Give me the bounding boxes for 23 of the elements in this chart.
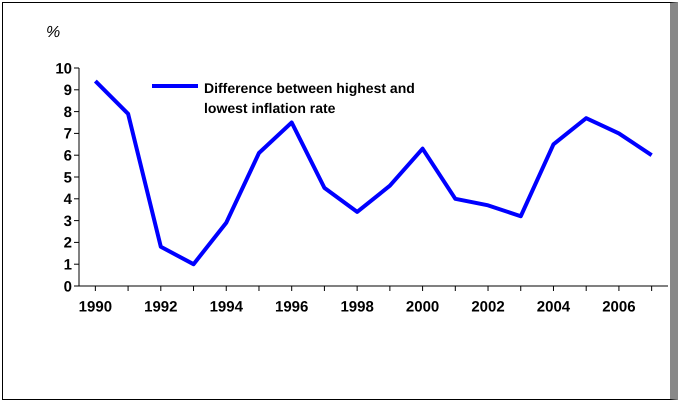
y-tick-label: 4 (64, 191, 73, 208)
y-tick-label: 0 (64, 278, 72, 296)
y-tick-label: 5 (64, 169, 72, 186)
x-tick-label: 2004 (536, 298, 571, 316)
x-tick-label: 2002 (471, 298, 505, 316)
x-tick-label: 1994 (210, 298, 244, 316)
y-tick-label: 9 (64, 82, 72, 100)
x-tick-label: 2000 (406, 298, 440, 316)
y-tick-label: 3 (64, 212, 72, 230)
x-tick-label: 1998 (340, 298, 374, 316)
y-tick-label: 7 (64, 126, 72, 143)
y-tick-label: 10 (55, 60, 72, 78)
y-axis-title: % (46, 24, 60, 42)
y-tick-label: 6 (64, 148, 72, 165)
y-tick-label: 1 (64, 256, 72, 274)
x-tick-label: 1996 (275, 298, 308, 316)
y-tick-label: 8 (64, 104, 72, 121)
legend-label: Difference between highest and lowest inflation rate (204, 79, 416, 118)
x-tick-label: 1990 (78, 298, 112, 316)
y-tick-label: 2 (64, 234, 72, 252)
x-tick-label: 2006 (602, 298, 636, 316)
line-series (93, 79, 654, 266)
x-tick-label: 1992 (144, 298, 178, 316)
